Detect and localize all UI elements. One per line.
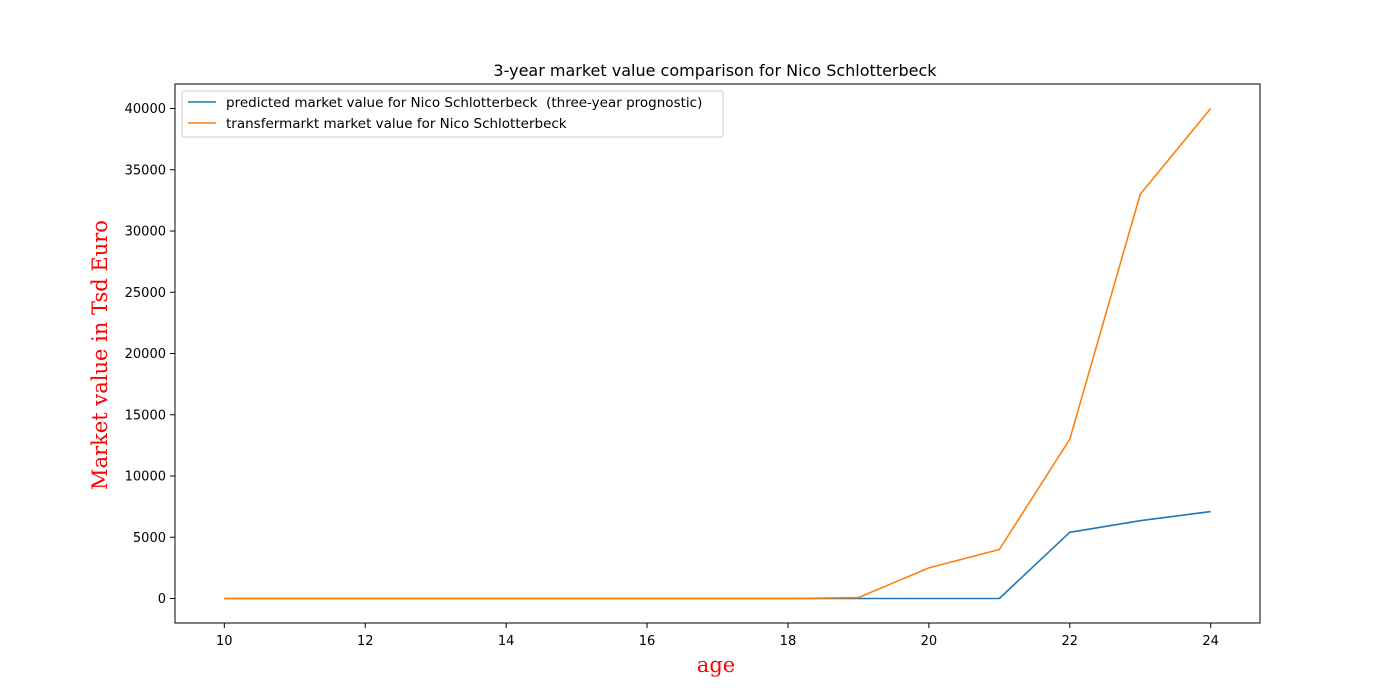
x-axis: 10 12 14 16 18 20 22 24 xyxy=(216,623,1219,649)
x-tick-label: 22 xyxy=(1061,634,1078,649)
y-tick-label: 10000 xyxy=(125,470,166,485)
chart-title: 3-year market value comparison for Nico … xyxy=(493,61,937,80)
y-tick-label: 30000 xyxy=(125,225,166,240)
series-line-transfermarkt xyxy=(224,107,1212,600)
y-tick-label: 0 xyxy=(158,592,166,607)
y-tick-label: 25000 xyxy=(125,286,166,301)
series-line-predicted xyxy=(224,510,1211,600)
plot-area xyxy=(174,83,1261,624)
x-tick-label: 10 xyxy=(216,634,233,649)
y-tick-label: 20000 xyxy=(125,347,166,362)
plot-frame xyxy=(174,83,1261,624)
y-tick-label: 35000 xyxy=(125,163,166,178)
y-axis: 0 5000 10000 15000 20000 25000 30000 35000 40000 xyxy=(125,102,175,607)
series-lines xyxy=(224,107,1212,600)
x-tick-label: 18 xyxy=(780,634,797,649)
y-tick-label: 15000 xyxy=(125,408,166,423)
x-tick-label: 16 xyxy=(639,634,656,649)
legend: predicted market value for Nico Schlotte… xyxy=(181,90,724,138)
legend-label-predicted: predicted market value for Nico Schlotte… xyxy=(226,95,702,111)
legend-box xyxy=(181,90,724,138)
y-tick-label: 5000 xyxy=(133,531,166,546)
legend-label-transfermarkt: transfermarkt market value for Nico Schl… xyxy=(226,116,567,132)
y-axis-label: Market value in Tsd Euro xyxy=(88,220,112,490)
x-tick-label: 14 xyxy=(498,634,515,649)
x-tick-label: 20 xyxy=(921,634,938,649)
x-axis-label: age xyxy=(697,653,735,677)
y-tick-label: 40000 xyxy=(125,102,166,117)
x-tick-label: 24 xyxy=(1202,634,1219,649)
x-tick-label: 12 xyxy=(357,634,374,649)
